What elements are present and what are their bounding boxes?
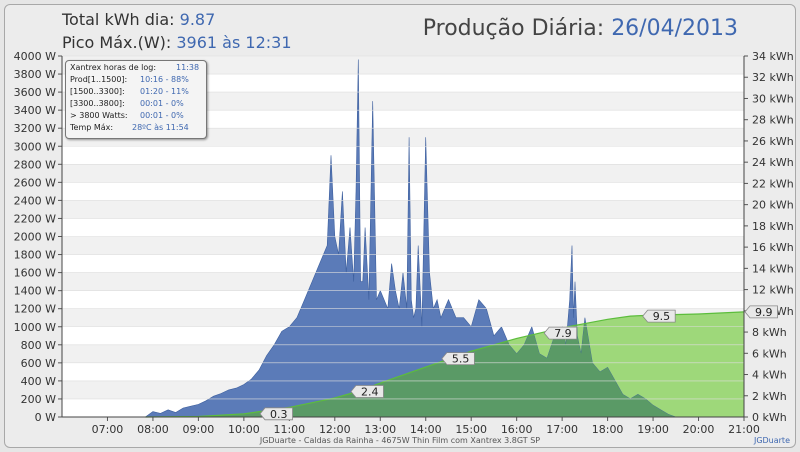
right-tick-label: 22 kWh xyxy=(752,177,794,190)
page-title: Produção Diária: 26/04/2013 xyxy=(423,16,738,41)
left-tick-label: 1400 W xyxy=(14,285,56,298)
right-tick-label: 6 kWh xyxy=(752,347,787,360)
peak-power-label: Pico Máx.(W): xyxy=(62,33,172,52)
left-tick-label: 2200 W xyxy=(14,212,56,225)
x-tick-label: 07:00 xyxy=(92,423,124,436)
left-tick-label: 3000 W xyxy=(14,140,56,153)
x-tick-label: 11:00 xyxy=(273,423,305,436)
left-tick-label: 800 W xyxy=(21,339,56,352)
left-tick-label: 2600 W xyxy=(14,176,56,189)
left-tick-label: 2800 W xyxy=(14,158,56,171)
energy-data-label-box xyxy=(441,352,475,366)
x-tick-label: 15:00 xyxy=(455,423,487,436)
left-tick-label: 0 W xyxy=(35,411,56,424)
right-tick-label: 30 kWh xyxy=(752,92,794,105)
right-tick-label: 12 kWh xyxy=(752,284,794,297)
info-row: Prod[1..1500]: 10:16 - 88% xyxy=(70,75,189,84)
x-tick-label: 13:00 xyxy=(364,423,396,436)
info-row: Temp Máx: 28ºC às 11:54 xyxy=(70,123,189,132)
right-tick-label: 26 kWh xyxy=(752,135,794,148)
x-tick-label: 12:00 xyxy=(319,423,351,436)
energy-data-label: 9.9 xyxy=(755,306,773,319)
right-tick-label: 2 kWh xyxy=(752,390,787,403)
right-tick-label: 14 kWh xyxy=(752,262,794,275)
left-tick-label: 4000 W xyxy=(14,50,56,63)
x-tick-label: 10:00 xyxy=(228,423,260,436)
x-tick-label: 09:00 xyxy=(183,423,215,436)
energy-data-label-box xyxy=(543,326,578,340)
total-kwh-label: Total kWh dia: xyxy=(62,10,175,29)
left-tick-label: 3400 W xyxy=(14,104,56,117)
left-tick-label: 200 W xyxy=(21,393,56,406)
right-tick-label: 32 kWh xyxy=(752,71,794,84)
peak-power-value: 3961 às 12:31 xyxy=(176,33,292,52)
right-tick-label: 8 kWh xyxy=(752,326,787,339)
left-tick-label: 3600 W xyxy=(14,86,56,99)
right-tick-label: 4 kWh xyxy=(752,369,787,382)
grid-band xyxy=(62,56,744,75)
left-tick-label: 1000 W xyxy=(14,321,56,334)
x-tick-label: 14:00 xyxy=(410,423,442,436)
energy-data-label-box xyxy=(350,385,384,398)
energy-data-label: 0.3 xyxy=(270,408,288,421)
left-tick-label: 2000 W xyxy=(14,231,56,244)
x-tick-label: 08:00 xyxy=(137,423,169,436)
right-tick-label: 28 kWh xyxy=(752,114,794,127)
grid-band xyxy=(62,164,744,183)
info-row: Xantrex horas de log: 11:38 xyxy=(70,63,200,72)
x-tick-label: 18:00 xyxy=(592,423,624,436)
left-tick-label: 1800 W xyxy=(14,249,56,262)
energy-data-label: 5.5 xyxy=(452,353,470,366)
grid-band xyxy=(62,200,744,219)
chart-footer: JGDuarte - Caldas da Rainha - 4675W Thin… xyxy=(259,436,541,445)
x-tick-label: 20:00 xyxy=(683,423,715,436)
left-tick-label: 600 W xyxy=(21,357,56,370)
left-tick-label: 3200 W xyxy=(14,122,56,135)
title-date: 26/04/2013 xyxy=(611,16,738,41)
right-tick-label: 18 kWh xyxy=(752,220,794,233)
total-kwh-value: 9.87 xyxy=(179,10,216,29)
right-tick-label: 0 kWh xyxy=(752,411,787,424)
grid-band xyxy=(62,236,744,255)
energy-data-label: 2.4 xyxy=(361,386,379,399)
x-tick-label: 19:00 xyxy=(637,423,669,436)
energy-data-label: 7.9 xyxy=(554,327,572,340)
right-tick-label: 16 kWh xyxy=(752,241,794,254)
left-tick-label: 1200 W xyxy=(14,303,56,316)
title-label: Produção Diária: xyxy=(422,16,605,41)
energy-data-label-box xyxy=(642,309,676,323)
energy-data-label-box xyxy=(744,305,778,319)
left-tick-label: 3800 W xyxy=(14,68,56,81)
left-tick-label: 2400 W xyxy=(14,194,56,207)
left-tick-label: 400 W xyxy=(21,375,56,388)
log-info-box: Xantrex horas de log: 11:38 Prod[1..1500]… xyxy=(65,60,207,139)
x-tick-label: 16:00 xyxy=(501,423,533,436)
total-kwh: Total kWh dia: 9.87 xyxy=(62,10,215,29)
credit-link[interactable]: JGDuarte xyxy=(753,436,790,445)
right-tick-label: 34 kWh xyxy=(752,50,794,63)
x-tick-label: 21:00 xyxy=(728,423,760,436)
grid-band xyxy=(62,92,744,111)
info-row: > 3800 Watts: 00:01 - 0% xyxy=(70,111,184,120)
info-row: [3300..3800]: 00:01 - 0% xyxy=(70,99,184,108)
x-tick-label: 17:00 xyxy=(546,423,578,436)
peak-power: Pico Máx.(W): 3961 às 12:31 xyxy=(62,33,292,52)
left-tick-label: 1600 W xyxy=(14,267,56,280)
grid-band xyxy=(62,128,744,147)
energy-data-label-box xyxy=(259,407,293,421)
energy-data-label: 9.5 xyxy=(653,310,671,323)
right-tick-label: 24 kWh xyxy=(752,156,794,169)
info-row: [1500..3300]: 01:20 - 11% xyxy=(70,87,189,96)
right-tick-label: 20 kWh xyxy=(752,199,794,212)
